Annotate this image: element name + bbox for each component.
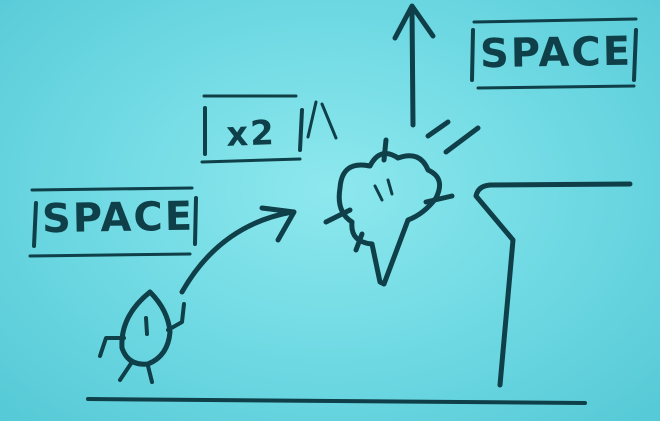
arrow-up-head xyxy=(392,3,436,41)
curved-arrow-icon xyxy=(179,209,295,295)
teardrop-character-icon xyxy=(98,289,186,384)
platform-ledge xyxy=(473,181,633,388)
arrow-up-icon xyxy=(409,5,416,128)
x2-multiplier-label: x2 xyxy=(225,113,277,155)
space-key-left-frame xyxy=(28,186,198,258)
motion-lines xyxy=(306,100,338,140)
double-jump-burst-icon xyxy=(323,119,481,287)
curved-arrow-head xyxy=(259,205,297,243)
space-key-right-frame xyxy=(470,17,638,90)
ground-line xyxy=(86,397,587,405)
space-key-left-label: SPACE xyxy=(41,193,195,243)
x2-key-frame xyxy=(200,94,304,164)
space-key-right-label: SPACE xyxy=(479,28,633,78)
